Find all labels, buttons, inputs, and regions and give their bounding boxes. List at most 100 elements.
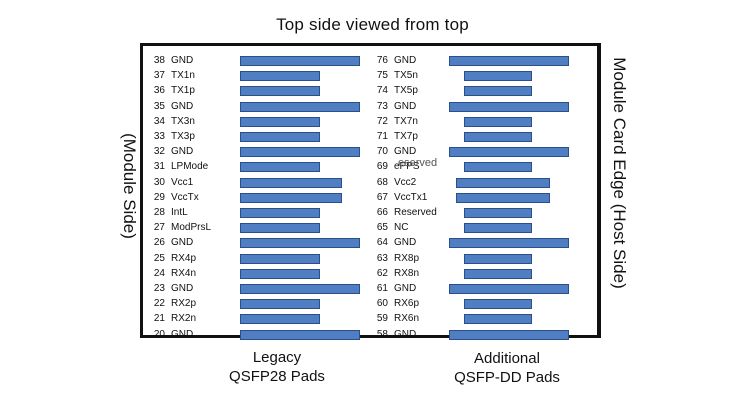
left-contact-pad: [240, 299, 320, 310]
pin-number: 60: [376, 298, 388, 310]
right-pin-label: 64 GND: [369, 237, 416, 249]
pin-number: 70: [376, 146, 388, 158]
left-contact-pad: [240, 268, 320, 279]
pin-number: 74: [376, 85, 388, 97]
pin-number: 22: [153, 298, 165, 310]
left-contact-pad: [240, 116, 320, 127]
pin-name: RX2n: [171, 313, 197, 325]
right-pin-label: 67 VccTx1: [369, 192, 427, 204]
pin-name: Vcc2: [394, 176, 417, 188]
left-contact-pad: [240, 329, 360, 340]
right-contact-pad: [464, 86, 532, 97]
pin-name: TX5n: [394, 70, 418, 82]
pin-name: GND: [171, 237, 194, 249]
right-pin-label: 66 Reserved: [369, 207, 437, 219]
right-pin-label: 68 Vcc2: [369, 177, 416, 189]
right-pin-label: 59 RX6n: [369, 313, 419, 325]
legacy-caption-line-1: Legacy: [252, 349, 302, 366]
pin-name: Vcc1: [171, 176, 194, 188]
left-pin-label: 29 VccTx: [146, 192, 199, 204]
left-contact-pad: [240, 177, 342, 188]
right-contact-pad: [464, 223, 532, 234]
right-contact-pad: [464, 71, 532, 82]
pin-number: 24: [153, 267, 165, 279]
left-pin-label: 23 GND: [146, 283, 193, 295]
reserved-overlay-text: eserved: [398, 157, 438, 169]
left-pin-label: 30 Vcc1: [146, 177, 193, 189]
left-contact-pad: [240, 132, 320, 142]
pin-number: 68: [376, 176, 388, 188]
pin-number: 76: [376, 55, 388, 66]
pin-name: GND: [394, 237, 417, 249]
pin-name: TX5p: [394, 85, 418, 97]
right-pin-label: 65 NC: [369, 222, 409, 234]
left-contact-pad: [240, 253, 320, 264]
right-contact-pad: [464, 162, 532, 173]
left-contact-pad: [240, 101, 360, 112]
left-pin-label: 32 GND: [146, 146, 193, 158]
pin-number: 20: [153, 328, 165, 340]
pin-name: RX4p: [171, 252, 197, 264]
left-contact-pad: [240, 192, 342, 203]
pin-number: 73: [376, 100, 388, 112]
host-side-label: Module Card Edge (Host Side): [610, 57, 629, 289]
pin-name: GND: [171, 146, 194, 158]
pin-name: NC: [394, 222, 409, 234]
pin-name: VccTx1: [394, 191, 428, 203]
legacy-pads-caption: Legacy QSFP28 Pads: [212, 348, 342, 386]
additional-caption-line-2: QSFP-DD Pads: [454, 369, 560, 386]
pin-number: 28: [153, 207, 165, 218]
pin-name: GND: [394, 100, 417, 112]
left-pin-label: 20 GND: [146, 329, 193, 341]
left-contact-pad: [240, 162, 320, 173]
pin-name: TX1n: [171, 70, 195, 82]
left-pin-label: 28 IntL: [146, 207, 188, 219]
pin-number: 37: [153, 70, 165, 82]
pin-name: LPMode: [171, 161, 209, 173]
left-pin-label: 35 GND: [146, 101, 193, 113]
pin-name: GND: [394, 283, 417, 294]
pin-number: 69: [376, 161, 388, 173]
right-pin-label: 58 GND: [369, 329, 416, 341]
right-pin-label: 70 GND: [369, 146, 416, 158]
left-contact-pad: [240, 238, 360, 249]
right-pin-label: 71 TX7p: [369, 131, 418, 143]
pin-number: 62: [376, 267, 388, 279]
pin-number: 29: [153, 191, 165, 203]
left-pin-label: 24 RX4n: [146, 268, 196, 280]
pin-number: 27: [153, 222, 165, 234]
pin-name: GND: [171, 328, 194, 340]
pin-number: 26: [153, 237, 165, 249]
pin-number: 64: [376, 237, 388, 249]
left-pin-label: 34 TX3n: [146, 116, 195, 128]
pin-number: 65: [376, 222, 388, 234]
pin-name: GND: [171, 100, 194, 112]
pin-name: IntL: [171, 207, 188, 218]
right-contact-pad: [464, 116, 532, 127]
right-pin-label: 75 TX5n: [369, 70, 418, 82]
pin-number: 30: [153, 176, 165, 188]
pin-name: TX1p: [171, 85, 195, 97]
left-contact-pad: [240, 223, 320, 234]
pin-number: 38: [153, 55, 165, 66]
pin-name: GND: [394, 328, 417, 340]
pin-name: GND: [394, 55, 417, 66]
left-pin-label: 33 TX3p: [146, 131, 195, 143]
pin-name: VccTx: [171, 191, 199, 203]
pin-name: RX2p: [171, 298, 197, 310]
left-pin-label: 26 GND: [146, 237, 193, 249]
right-pin-label: 61 GND: [369, 283, 416, 295]
right-contact-pad: [464, 314, 532, 325]
pin-number: 23: [153, 283, 165, 294]
left-pin-label: 21 RX2n: [146, 313, 196, 325]
pin-number: 34: [153, 115, 165, 127]
pin-name: Reserved: [394, 207, 437, 218]
pin-name: RX6p: [394, 298, 420, 310]
right-contact-pad: [456, 177, 550, 188]
pin-number: 35: [153, 100, 165, 112]
module-side-label: (Module Side): [120, 133, 139, 239]
pin-name: RX6n: [394, 313, 420, 325]
additional-caption-line-1: Additional: [474, 350, 540, 367]
right-pin-label: 73 GND: [369, 101, 416, 113]
right-contact-pad: [449, 329, 569, 340]
